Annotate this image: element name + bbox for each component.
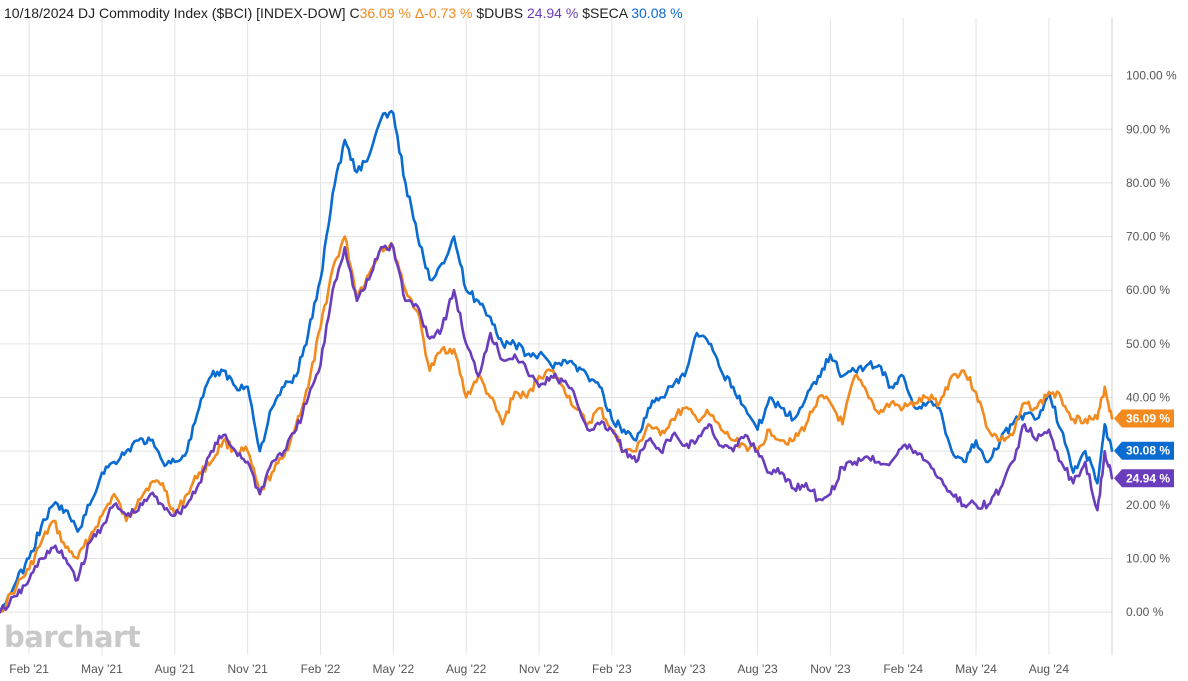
series-line-seca [0,109,1114,614]
x-tick-label: Aug '22 [446,662,487,676]
x-tick-label: Nov '23 [810,662,851,676]
y-tick-label: 0.00 % [1126,605,1164,619]
x-tick-label: May '23 [664,662,706,676]
x-tick-label: May '22 [372,662,414,676]
x-tick-label: Feb '22 [301,662,341,676]
end-tag-shape [1114,409,1174,428]
header-dubs-value: 24.94 % [526,5,579,21]
y-tick-label: 60.00 % [1126,283,1170,297]
series-line-bci [0,235,1114,614]
y-tick-label: 40.00 % [1126,391,1170,405]
header-seca-value: 30.08 % [631,5,683,21]
y-tick-label: 90.00 % [1126,122,1170,136]
header-close-prefix: C [349,5,360,21]
y-tick-label: 50.00 % [1126,337,1170,351]
x-tick-label: Nov '22 [519,662,560,676]
barchart-logo: barchart [4,620,141,654]
chart-header: 10/18/2024 DJ Commodity Index ($BCI) [IN… [4,4,683,22]
header-change-prefix: Δ [414,5,425,21]
x-tick-label: May '21 [81,662,123,676]
header-close-value: 36.09 % [359,5,411,21]
y-tick-label: 80.00 % [1126,176,1170,190]
header-symbol-name: DJ Commodity Index ($BCI) [INDEX-DOW] [77,5,346,21]
x-tick-label: May '24 [955,662,997,676]
end-tag-shape [1114,469,1174,488]
end-tag-bci: 36.09 % [1114,409,1174,428]
y-tick-label: 20.00 % [1126,498,1170,512]
x-tick-label: Aug '24 [1029,662,1070,676]
end-tag-label: 24.94 % [1126,471,1170,485]
y-tick-label: 70.00 % [1126,230,1170,244]
end-tag-label: 36.09 % [1126,411,1170,425]
y-tick-label: 10.00 % [1126,551,1170,565]
x-tick-label: Aug '21 [155,662,196,676]
end-tag-label: 30.08 % [1126,444,1170,458]
x-tick-label: Feb '24 [883,662,923,676]
series-line-dubs [0,242,1114,614]
header-dubs-label: $DUBS [476,5,524,21]
header-change-value: -0.73 % [424,5,473,21]
y-tick-label: 100.00 % [1126,69,1177,83]
end-tag-shape [1114,441,1174,460]
end-tag-dubs: 24.94 % [1114,469,1174,488]
header-seca-label: $SECA [582,5,628,21]
x-tick-label: Feb '23 [592,662,632,676]
end-tag-seca: 30.08 % [1114,441,1174,460]
x-tick-label: Feb '21 [9,662,49,676]
x-tick-label: Aug '23 [737,662,778,676]
header-date: 10/18/2024 [4,5,75,21]
x-tick-label: Nov '21 [227,662,268,676]
